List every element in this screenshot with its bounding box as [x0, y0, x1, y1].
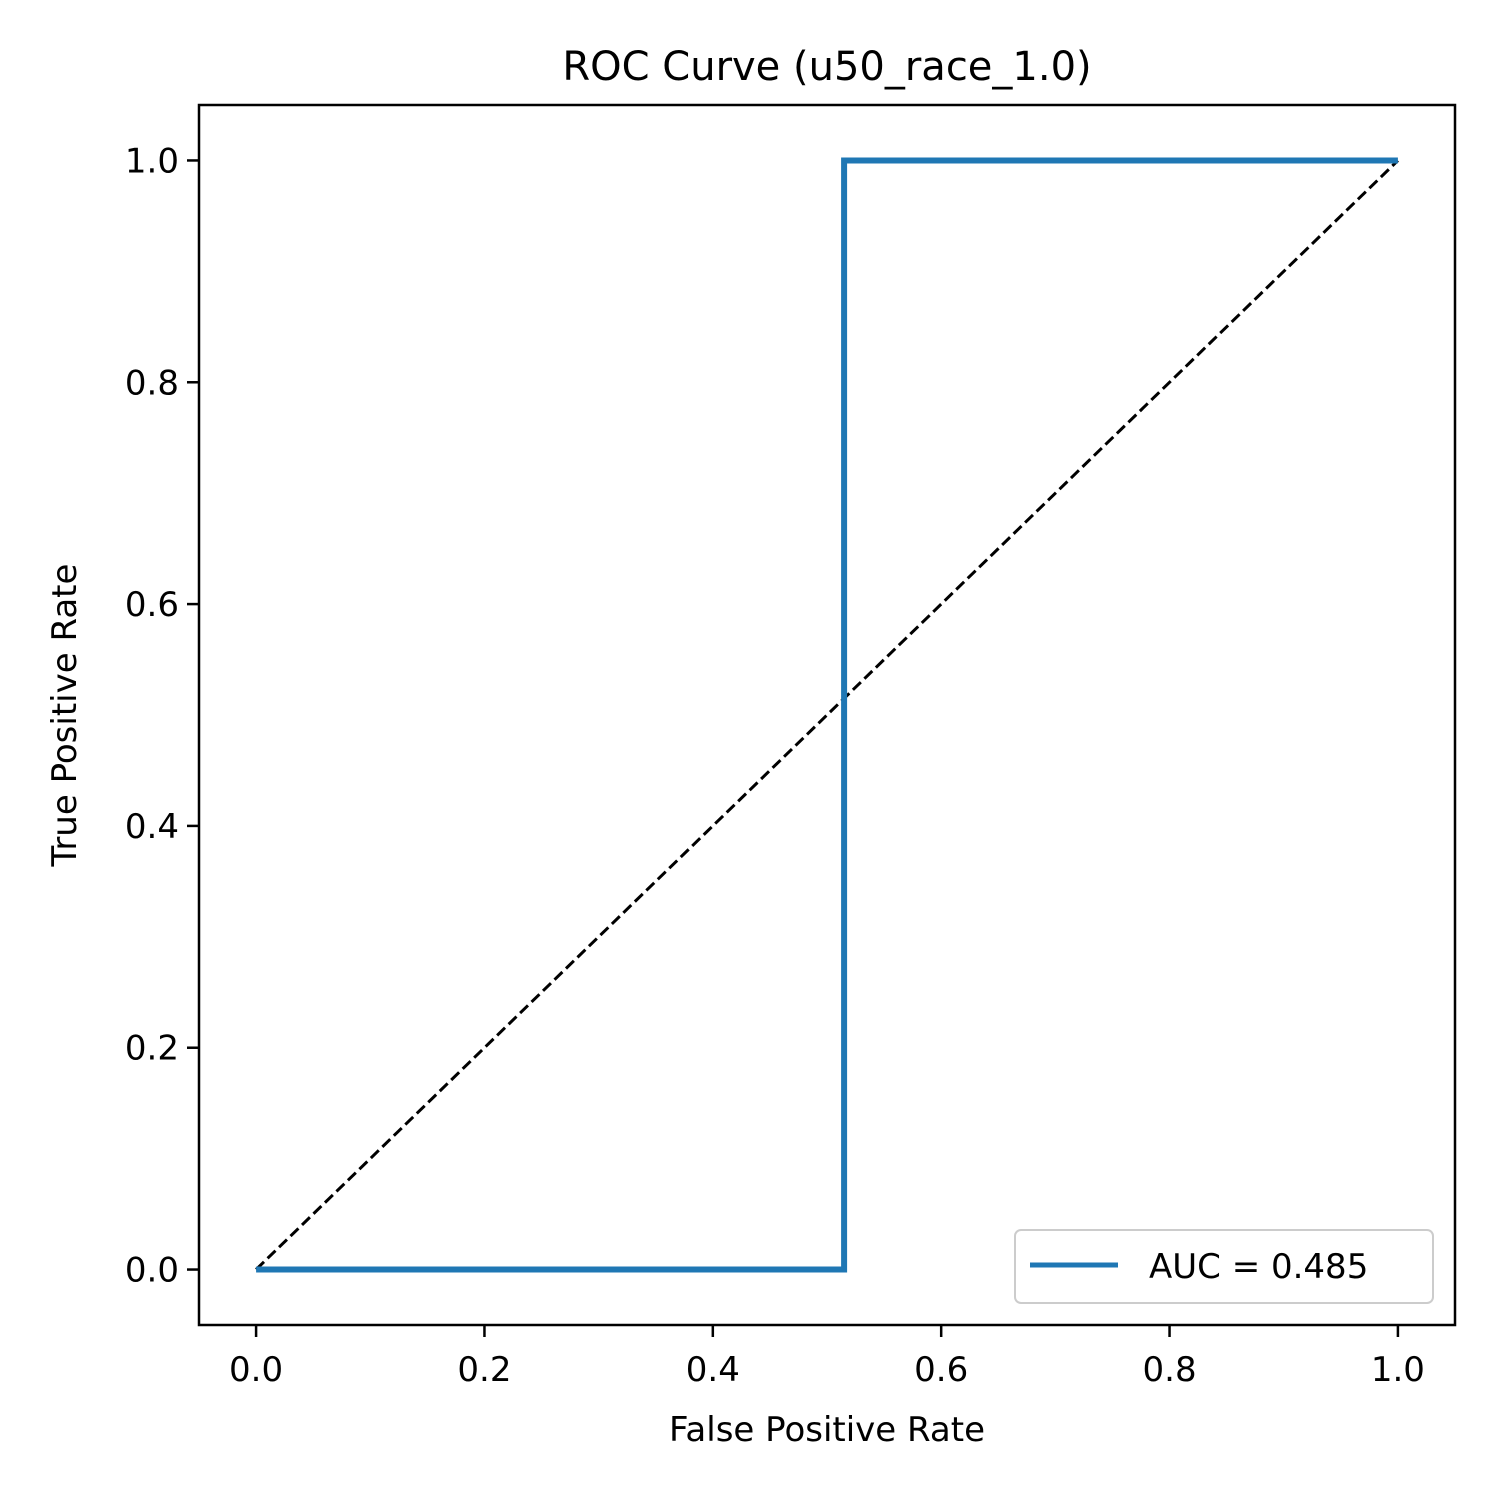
y-tick-label: 0.2 [125, 1029, 179, 1069]
chart-title: ROC Curve (u50_race_1.0) [562, 44, 1091, 90]
x-tick-label: 0.4 [686, 1350, 740, 1390]
axes-frame [197, 103, 1457, 1327]
x-axis-label: False Positive Rate [669, 1410, 985, 1450]
axis-ticks: 0.0 0.2 0.4 0.6 0.8 1.0 0.0 0.2 0.4 0.6 0.8 1.0 [125, 141, 1425, 1390]
x-tick-label: 0.2 [457, 1350, 511, 1390]
legend-box [1014, 1229, 1434, 1304]
roc-curve-line [256, 157, 1398, 1273]
x-tick-label: 0.0 [229, 1350, 283, 1390]
chance-diagonal-line [255, 159, 1399, 1271]
y-tick-label: 0.8 [125, 363, 179, 403]
y-tick-label: 0.4 [125, 807, 179, 847]
y-tick-label: 1.0 [125, 141, 179, 181]
y-tick-label: 0.0 [125, 1251, 179, 1291]
x-tick-label: 0.8 [1143, 1350, 1197, 1390]
x-tick-label: 1.0 [1371, 1350, 1425, 1390]
series-layer [255, 157, 1399, 1273]
y-tick-label: 0.6 [125, 585, 179, 625]
x-tick-label: 0.6 [914, 1350, 968, 1390]
y-axis-label: True Positive Rate [45, 564, 85, 868]
legend-label: AUC = 0.485 [1149, 1247, 1368, 1287]
legend: AUC = 0.485 [1014, 1229, 1434, 1304]
